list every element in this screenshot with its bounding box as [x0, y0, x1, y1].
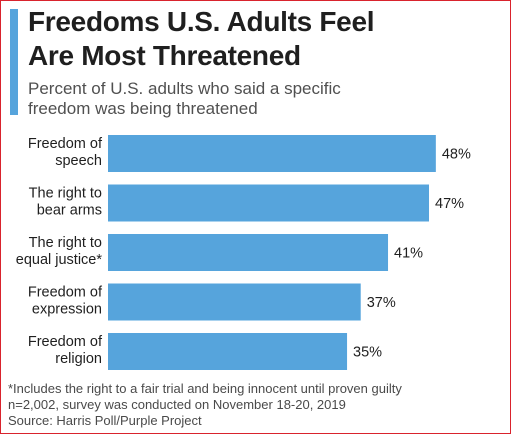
- value-label-3: 41%: [394, 246, 423, 262]
- value-label-2: 47%: [435, 196, 464, 212]
- chart-subtitle: Percent of U.S. adults who said a specif…: [28, 79, 341, 119]
- bar-5: [108, 333, 348, 370]
- chart-subtitle-line-2: freedom was being threatened: [28, 99, 258, 118]
- value-label-5: 35%: [353, 345, 382, 361]
- category-label-2: The right to bear arms: [29, 186, 102, 219]
- value-label-4: 37%: [367, 295, 396, 311]
- title-accent-bar: [10, 9, 18, 115]
- sample-note: n=2,002, survey was conducted on Novembe…: [8, 397, 346, 412]
- bar-4: [108, 283, 361, 321]
- footnote: *Includes the right to a fair trial and …: [8, 381, 402, 396]
- category-label-3: The right to equal justice*: [16, 235, 103, 268]
- chart-title: Freedoms U.S. Adults Feel Are Most Threa…: [28, 5, 375, 73]
- chart-title-line-2: Are Most Threatened: [28, 40, 301, 71]
- bar-1: [108, 135, 436, 172]
- chart-title-line-1: Freedoms U.S. Adults Feel: [28, 6, 375, 37]
- category-label-4: Freedom of expression: [28, 285, 103, 318]
- category-label-1: Freedom of speech: [28, 136, 103, 169]
- source-note: Source: Harris Poll/Purple Project: [8, 413, 202, 428]
- category-label-5: Freedom of religion: [28, 334, 103, 367]
- value-label-1: 48%: [442, 147, 471, 163]
- bar-2: [108, 184, 430, 222]
- chart-subtitle-line-1: Percent of U.S. adults who said a specif…: [28, 79, 341, 98]
- chart-footer: *Includes the right to a fair trial and …: [8, 381, 402, 429]
- bar-3: [108, 234, 389, 271]
